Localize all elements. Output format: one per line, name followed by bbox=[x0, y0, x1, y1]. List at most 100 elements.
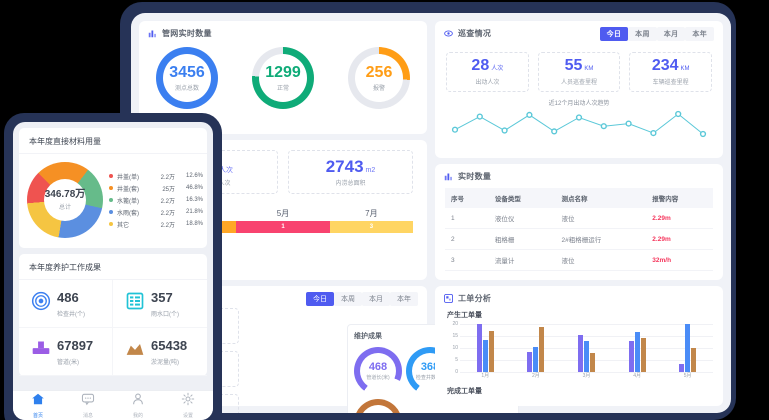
annual-maintenance-card: 本年度养护工作成果 486 检查井(个) 357 雨水口(个) 67897 管道… bbox=[19, 254, 207, 376]
gauge-label: 检查井数(个) bbox=[415, 374, 445, 381]
legend-percent: 46.8% bbox=[185, 185, 203, 191]
legend-color-dot bbox=[109, 174, 113, 178]
tab-本月[interactable]: 本月 bbox=[656, 27, 686, 41]
ring-label: 测点总数 bbox=[174, 85, 199, 92]
person-icon[interactable] bbox=[131, 392, 145, 411]
donut-legend: 井盖(单) 2.2万 12.6% 井盖(套) 25万 46.8% 水篦(单) 2… bbox=[103, 169, 203, 232]
bar bbox=[634, 331, 640, 372]
legend-label: 井盖(单) bbox=[117, 174, 139, 181]
table-cell: 1 bbox=[445, 208, 489, 229]
legend-value: 2.2万 bbox=[160, 198, 175, 205]
table-column-header: 设备类型 bbox=[488, 188, 556, 208]
alarm-table: 序号 设备类型 测点名称 报警内容 1 液位仪 液位 2.29m 2 粗格栅 2#粗格栅运行 2.2… bbox=[445, 188, 713, 271]
material-usage-card: 本年度直接材料用量 346.78万 总计 井盖(单) 2.2万 12.6% 井盖… bbox=[19, 128, 207, 248]
tab-本年[interactable]: 本年 bbox=[390, 292, 418, 306]
gauge-value: 468 bbox=[368, 360, 388, 373]
table-body: 1 液位仪 液位 2.29m 2 粗格栅 2#粗格栅运行 2.29m 3 流量计 液位 32m/h bbox=[445, 208, 713, 271]
chart-title: 产生工单量 bbox=[447, 312, 482, 319]
stat-unit: KM bbox=[584, 66, 594, 72]
grid-icon bbox=[444, 294, 454, 304]
stat-value: 2743 m2 bbox=[325, 156, 376, 176]
y-tick: 0 bbox=[455, 369, 458, 375]
chat-icon[interactable] bbox=[81, 392, 95, 411]
chart-footer-title: 完成工单量 bbox=[447, 388, 482, 395]
stat-value: 234 KM bbox=[651, 57, 690, 74]
x-axis: 1月 2月 3月 4月 5月 bbox=[460, 372, 713, 382]
trend-line-chart bbox=[447, 108, 711, 143]
tab-本周[interactable]: 本周 bbox=[334, 292, 362, 306]
bar-group bbox=[460, 324, 511, 372]
legend-label: 其它 bbox=[117, 222, 130, 229]
table-cell: 2.29m bbox=[646, 208, 713, 229]
table-cell: 32m/h bbox=[646, 249, 713, 271]
grid-line bbox=[460, 336, 713, 337]
card-header: 管网实时数量 bbox=[139, 21, 427, 43]
patrol-status-card: 巡查情况 今日 本周 本月 本年 28 人次 出动人次 55 KM 人员巡查里程 234 KM … bbox=[435, 21, 723, 158]
x-tick: 2月 bbox=[532, 373, 540, 379]
period-tab-group: 今日 本周 本月 本年 bbox=[599, 27, 714, 41]
manhole-icon bbox=[31, 291, 51, 316]
bar bbox=[691, 347, 697, 372]
stat-unit: 人次 bbox=[491, 66, 504, 72]
table-row[interactable]: 1 液位仪 液位 2.29m bbox=[445, 208, 713, 229]
donut-total-value: 346.78万 bbox=[44, 188, 86, 200]
home-icon[interactable] bbox=[31, 392, 45, 411]
grid-line bbox=[460, 372, 713, 373]
donut-center: 346.78万 总计 bbox=[44, 179, 86, 221]
bar bbox=[679, 364, 685, 372]
tabbar-item-home[interactable]: 首页 bbox=[13, 392, 63, 419]
patrol-stat-group: 28 人次 出动人次 55 KM 人员巡查里程 234 KM 车辆巡查里程 bbox=[435, 43, 723, 92]
table-cell: 粗格栅 bbox=[488, 228, 556, 250]
table-row[interactable]: 2 粗格栅 2#粗格栅运行 2.29m bbox=[445, 228, 713, 250]
tab-本周[interactable]: 本周 bbox=[628, 27, 657, 41]
kpi-value: 486 bbox=[57, 290, 79, 305]
table-row[interactable]: 3 流量计 液位 32m/h bbox=[445, 249, 713, 271]
ring-stat: 256 报警 bbox=[348, 47, 410, 109]
tab-本年[interactable]: 本年 bbox=[685, 27, 714, 41]
tab-本月[interactable]: 本月 bbox=[362, 292, 390, 306]
x-tick: 1月 bbox=[481, 373, 490, 379]
bar-group bbox=[662, 324, 713, 372]
gauge-center: 468 管道长(米) bbox=[360, 353, 396, 389]
table-header-row: 序号 设备类型 测点名称 报警内容 bbox=[445, 188, 713, 208]
tabbar-item-person[interactable]: 我的 bbox=[113, 392, 163, 419]
gear-icon[interactable] bbox=[181, 392, 195, 411]
ring-stat: 1299 正常 bbox=[252, 47, 314, 109]
ring-label: 正常 bbox=[276, 85, 289, 92]
tab-今日[interactable]: 今日 bbox=[599, 27, 629, 41]
legend-label: 井盖(套) bbox=[117, 186, 139, 193]
tabbar-item-chat[interactable]: 消息 bbox=[63, 392, 113, 419]
month-rank-bar: 3 bbox=[329, 221, 413, 233]
bar bbox=[583, 341, 589, 372]
realtime-network-count-card: 管网实时数量 3456 测点总数 1299 正常 256 报警 bbox=[139, 21, 427, 134]
stat-value: 55 KM bbox=[564, 57, 594, 74]
gauge-center: 254 雨水口(个) bbox=[360, 405, 396, 413]
legend-value: 25万 bbox=[162, 186, 175, 193]
tab-今日[interactable]: 今日 bbox=[306, 292, 334, 306]
y-tick: 20 bbox=[452, 321, 458, 327]
donut-chart-row: 346.78万 总计 井盖(单) 2.2万 12.6% 井盖(套) 25万 46… bbox=[19, 154, 207, 248]
bar-groups bbox=[460, 324, 713, 372]
tabbar-item-gear[interactable]: 设置 bbox=[163, 392, 213, 419]
stat-box: 2743 m2 内涝总面积 bbox=[288, 150, 413, 194]
ring-label: 报警 bbox=[372, 85, 385, 92]
stat-value: 28 人次 bbox=[471, 57, 504, 74]
trend-chart-title: 近12个月出动人次趋势 bbox=[548, 101, 610, 107]
ring-center: 3456 测点总数 bbox=[163, 54, 211, 102]
tabbar-item-label: 消息 bbox=[82, 413, 93, 419]
month-label: 5月 bbox=[276, 209, 290, 218]
gauge-label: 管道长(米) bbox=[366, 374, 390, 381]
tabbar-item-label: 首页 bbox=[32, 413, 43, 419]
stat-label: 人员巡查里程 bbox=[561, 80, 598, 86]
bar bbox=[527, 351, 533, 372]
bar bbox=[488, 330, 494, 372]
card-title-text: 本年度养护工作成果 bbox=[19, 254, 207, 280]
bar-group bbox=[561, 324, 612, 372]
legend-item: 水篦(单) 2.2万 16.3% bbox=[109, 196, 203, 205]
stat-label: 出动人次 bbox=[475, 80, 500, 86]
card-header: 工单分析 bbox=[435, 286, 723, 308]
kpi-label: 检查井(个) bbox=[57, 312, 85, 318]
table-cell: 液位 bbox=[555, 208, 647, 229]
stat-unit: m2 bbox=[365, 166, 376, 174]
period-tab-group: 今日 本周 本月 本年 bbox=[306, 292, 418, 306]
